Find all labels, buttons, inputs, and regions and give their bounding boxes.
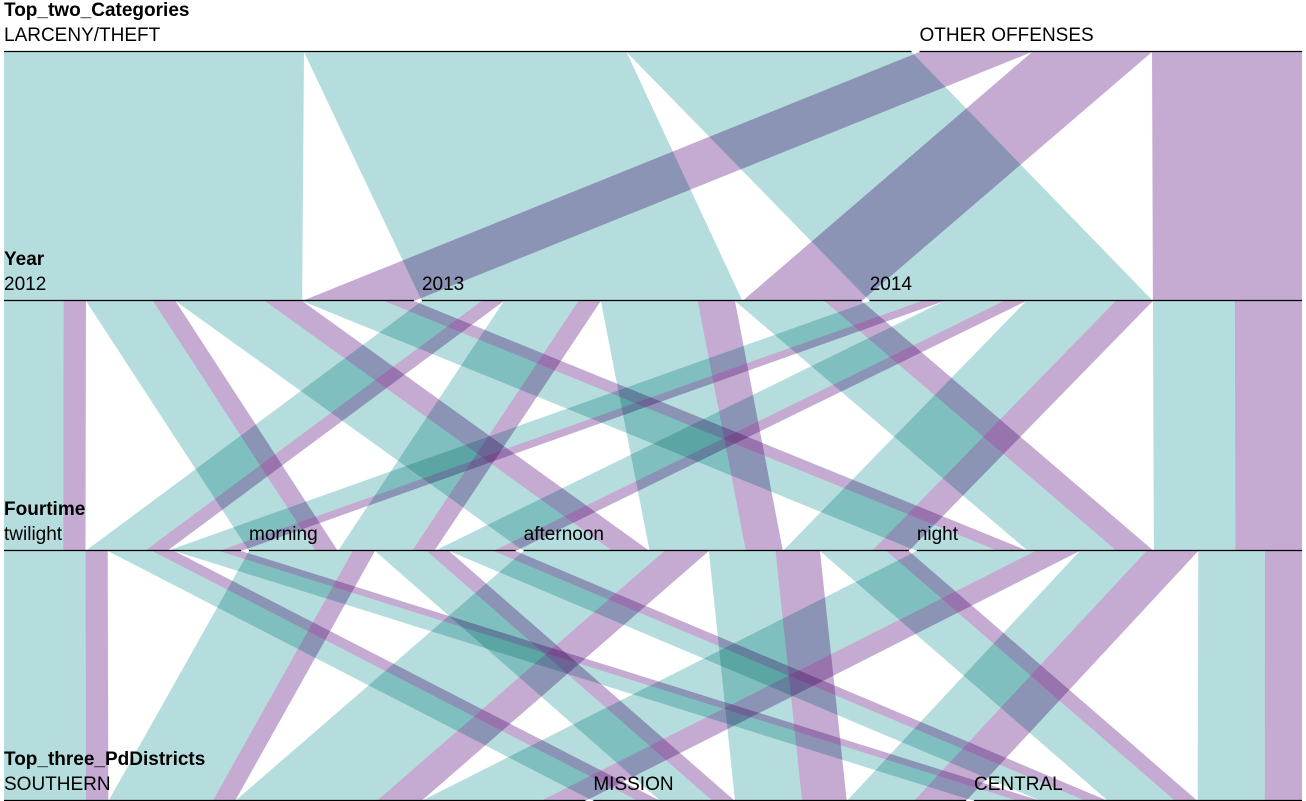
ribbon-larceny-theft-night-to-southern[interactable] <box>421 551 1036 801</box>
ribbon-other-offenses-2012-to-morning[interactable] <box>153 301 338 551</box>
ribbon-larceny-theft-2012-to-afternoon[interactable] <box>175 301 613 551</box>
ribbon-other-offenses-2012-to-twilight[interactable] <box>63 301 86 551</box>
dimension-title-year: Year <box>4 249 45 270</box>
dimension-title-fourtime: Fourtime <box>4 499 85 520</box>
ribbon-larceny-theft-night-to-mission[interactable] <box>846 551 1147 801</box>
category-label-top-three-pddistricts-central[interactable]: CENTRAL <box>974 774 1063 795</box>
ribbon-other-offenses-2013-to-twilight[interactable] <box>144 301 504 551</box>
ribbon-larceny-theft-larceny-theft-to-2012[interactable] <box>4 52 304 301</box>
category-label-top-three-pddistricts-mission[interactable]: MISSION <box>593 774 673 795</box>
ribbon-other-offenses-night-to-mission[interactable] <box>913 551 1199 801</box>
ribbon-other-offenses-afternoon-to-southern[interactable] <box>376 551 709 801</box>
category-label-fourtime-morning[interactable]: morning <box>249 524 318 545</box>
dimension-title-top-two-categories: Top_two_Categories <box>4 0 189 21</box>
ribbon-larceny-theft-2012-to-twilight[interactable] <box>4 301 64 551</box>
ribbon-other-offenses-2014-to-morning[interactable] <box>493 301 1027 551</box>
ribbon-other-offenses-morning-to-mission[interactable] <box>426 551 735 801</box>
ribbon-larceny-theft-afternoon-to-southern[interactable] <box>235 551 665 801</box>
ribbon-other-offenses-night-to-southern[interactable] <box>540 551 1080 801</box>
category-label-year-2012[interactable]: 2012 <box>4 274 46 295</box>
category-label-fourtime-night[interactable]: night <box>917 524 959 545</box>
ribbon-other-offenses-night-to-central[interactable] <box>1264 551 1302 801</box>
ribbon-other-offenses-2013-to-night[interactable] <box>824 301 1154 551</box>
ribbon-other-offenses-other-offenses-to-2013[interactable] <box>742 52 1152 301</box>
ribbon-other-offenses-2014-to-afternoon[interactable] <box>871 301 1153 551</box>
ribbon-other-offenses-other-offenses-to-2014[interactable] <box>1152 52 1302 301</box>
ribbons-layer <box>4 52 1302 801</box>
ribbon-larceny-theft-2014-to-night[interactable] <box>1152 301 1236 551</box>
category-label-top-three-pddistricts-southern[interactable]: SOUTHERN <box>4 774 111 795</box>
ribbon-other-offenses-2014-to-night[interactable] <box>1234 301 1302 551</box>
ribbon-larceny-theft-night-to-central[interactable] <box>1197 551 1265 801</box>
ribbon-other-offenses-morning-to-southern[interactable] <box>212 551 375 801</box>
category-label-top-two-categories-larceny-theft[interactable]: LARCENY/THEFT <box>4 25 161 46</box>
category-label-top-two-categories-other-offenses[interactable]: OTHER OFFENSES <box>920 25 1094 46</box>
ribbon-other-offenses-twilight-to-mission[interactable] <box>152 551 661 801</box>
ribbon-other-offenses-other-offenses-to-2012[interactable] <box>302 52 1032 301</box>
dimension-title-top-three-pddistricts: Top_three_PdDistricts <box>4 749 205 770</box>
ribbon-other-offenses-2014-to-twilight[interactable] <box>218 301 945 551</box>
category-label-fourtime-afternoon[interactable]: afternoon <box>524 524 604 545</box>
category-label-year-2014[interactable]: 2014 <box>870 274 913 295</box>
ribbon-other-offenses-2012-to-afternoon[interactable] <box>264 301 650 551</box>
ribbon-larceny-theft-twilight-to-southern[interactable] <box>4 551 86 801</box>
category-label-fourtime-twilight[interactable]: twilight <box>4 524 63 545</box>
category-label-year-2013[interactable]: 2013 <box>422 274 464 295</box>
ribbon-larceny-theft-larceny-theft-to-2013[interactable] <box>304 52 743 301</box>
ribbon-other-offenses-2013-to-morning[interactable] <box>411 301 601 551</box>
ribbon-other-offenses-2013-to-afternoon[interactable] <box>697 301 783 551</box>
ribbon-larceny-theft-2012-to-morning[interactable] <box>85 301 316 551</box>
ribbon-other-offenses-twilight-to-southern[interactable] <box>85 551 109 801</box>
